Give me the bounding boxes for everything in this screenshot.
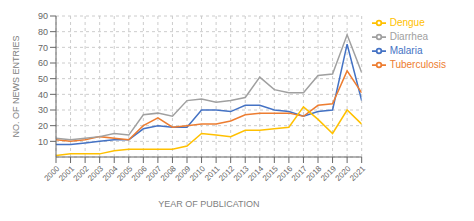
svg-text:60: 60 — [38, 58, 48, 68]
svg-text:80: 80 — [38, 27, 48, 37]
svg-text:2009: 2009 — [173, 164, 192, 183]
svg-text:2015: 2015 — [261, 164, 280, 183]
svg-text:10: 10 — [38, 137, 48, 147]
svg-text:2006: 2006 — [130, 164, 149, 183]
svg-text:2011: 2011 — [203, 164, 222, 183]
svg-text:2002: 2002 — [72, 164, 91, 183]
svg-text:2017: 2017 — [290, 164, 309, 183]
svg-text:2014: 2014 — [246, 164, 265, 183]
svg-text:70: 70 — [38, 43, 48, 53]
svg-text:2012: 2012 — [217, 164, 236, 183]
svg-text:YEAR OF PUBLICATION: YEAR OF PUBLICATION — [158, 199, 259, 209]
svg-text:20: 20 — [38, 121, 48, 131]
svg-text:2013: 2013 — [232, 164, 251, 183]
svg-text:2020: 2020 — [334, 164, 353, 183]
svg-text:2019: 2019 — [319, 164, 338, 183]
svg-text:2001: 2001 — [57, 164, 76, 183]
svg-text:2010: 2010 — [188, 164, 207, 183]
html-text:Malaria: Malaria — [389, 44, 423, 56]
html-text:Diarrhea: Diarrhea — [389, 30, 428, 42]
svg-text:2007: 2007 — [144, 164, 163, 183]
svg-text:2021: 2021 — [348, 164, 367, 183]
svg-text:2016: 2016 — [275, 164, 294, 183]
svg-text:2018: 2018 — [304, 164, 323, 183]
html-text:Tuberculosis: Tuberculosis — [389, 58, 446, 70]
svg-text:2004: 2004 — [101, 164, 120, 183]
svg-text:30: 30 — [38, 105, 48, 115]
html-text:Dengue: Dengue — [389, 16, 425, 28]
svg-text:40: 40 — [38, 90, 48, 100]
svg-text:NO. OF NEWS ENTRIES: NO. OF NEWS ENTRIES — [11, 35, 21, 137]
svg-text:90: 90 — [38, 11, 48, 21]
svg-text:50: 50 — [38, 74, 48, 84]
svg-text:2008: 2008 — [159, 164, 178, 183]
svg-text:2003: 2003 — [86, 164, 105, 183]
svg-text:2005: 2005 — [115, 164, 134, 183]
svg-text:2000: 2000 — [42, 164, 61, 183]
